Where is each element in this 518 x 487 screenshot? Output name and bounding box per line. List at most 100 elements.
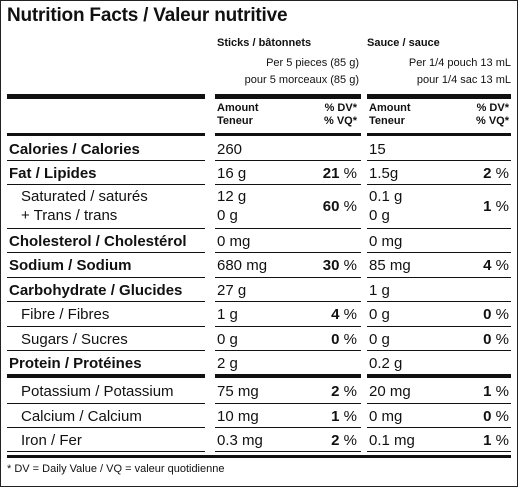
serving-sauce-fr: pour 1/4 sac 13 mL [416, 74, 511, 86]
row-rule-left [7, 403, 205, 404]
sauce-percent: 1 % [483, 383, 509, 400]
sticks-percent: 4 % [331, 306, 357, 323]
row-rule-sticks [215, 252, 361, 253]
percent-sign: % [495, 432, 509, 449]
sticks-percent-value: 21 [322, 165, 340, 182]
row-rule-left [7, 160, 205, 161]
sauce-percent-value: 4 [483, 257, 492, 274]
nutrient-label: Cholesterol / Cholestérol [9, 233, 187, 250]
footer-rule [7, 455, 511, 458]
nutrient-label: Carbohydrate / Glucides [9, 282, 183, 299]
percent-sign: % [343, 257, 357, 274]
sticks-percent: 1 % [331, 408, 357, 425]
nutrient-label: Fibre / Fibres [21, 306, 110, 323]
header-rule-sauce [367, 133, 511, 136]
sticks-percent-value: 1 [331, 408, 340, 425]
nutrient-label-secondary: + Trans / trans [21, 207, 118, 224]
row-rule-sauce [367, 374, 511, 378]
sauce-amount: 0.2 g [369, 355, 403, 372]
percent-sign: % [343, 432, 357, 449]
sauce-percent-value: 1 [483, 198, 492, 215]
sticks-amount: 0.3 mg [217, 432, 263, 449]
percent-sign: % [495, 383, 509, 400]
row-rule-left [7, 374, 205, 378]
sauce-percent: 1 % [483, 432, 509, 449]
row-rule-sticks [215, 374, 361, 378]
row-rule-sauce [367, 160, 511, 161]
row-rule-sauce [367, 451, 511, 452]
percent-sign: % [495, 198, 509, 215]
percent-sign: % [343, 306, 357, 323]
sauce-percent-value: 1 [483, 383, 492, 400]
nutrient-label: Calcium / Calcium [21, 408, 142, 425]
sticks-percent-value: 2 [331, 383, 340, 400]
row-rule-sticks [215, 160, 361, 161]
row-rule-sauce [367, 326, 511, 327]
sauce-amount: 0.1 g [369, 188, 403, 205]
label-title: Nutrition Facts / Valeur nutritive [7, 5, 288, 26]
nutrient-label: Potassium / Potassium [21, 383, 174, 400]
amount-header-sauce: Amount [369, 102, 411, 114]
dv-header-sticks: % DV* [324, 102, 357, 114]
row-rule-sauce [367, 184, 511, 185]
teneur-header-sticks: Teneur [217, 115, 253, 127]
vq-header-sticks: % VQ* [323, 115, 357, 127]
nutrient-label: Calories / Calories [9, 141, 140, 158]
nutrient-label: Sodium / Sodium [9, 257, 132, 274]
sticks-amount: 260 [217, 141, 243, 158]
row-rule-sauce [367, 350, 511, 351]
row-rule-sticks [215, 184, 361, 185]
row-rule-sauce [367, 228, 511, 229]
sticks-amount: 10 mg [217, 408, 259, 425]
nutrient-label: Saturated / saturés [21, 188, 148, 205]
sauce-percent: 4 % [483, 257, 509, 274]
nutrient-label: Fat / Lipides [9, 165, 97, 182]
sauce-amount: 85 mg [369, 257, 411, 274]
teneur-header-sauce: Teneur [369, 115, 405, 127]
percent-sign: % [343, 383, 357, 400]
serving-sticks-fr: pour 5 morceaux (85 g) [244, 74, 359, 86]
row-rule-left [7, 427, 205, 428]
sticks-percent: 30 % [323, 257, 357, 274]
row-rule-left [7, 252, 205, 253]
sauce-amount: 20 mg [369, 383, 411, 400]
thick-rule-sticks [215, 94, 361, 99]
percent-sign: % [495, 408, 509, 425]
sauce-amount: 15 [369, 141, 386, 158]
sticks-amount: 2 g [217, 355, 238, 372]
sauce-amount: 1.5g [369, 165, 399, 182]
sticks-amount: 1 g [217, 306, 238, 323]
sauce-amount-secondary: 0 g [369, 207, 390, 224]
column-title-sauce: Sauce / sauce [367, 37, 440, 49]
sticks-amount: 0 mg [217, 233, 251, 250]
sauce-amount: 0.1 mg [369, 432, 415, 449]
sticks-amount: 16 g [217, 165, 247, 182]
nutrient-label: Iron / Fer [21, 432, 82, 449]
sticks-percent-value: 0 [331, 331, 340, 348]
percent-sign: % [495, 331, 509, 348]
serving-sauce-en: Per 1/4 pouch 13 mL [408, 57, 511, 69]
sauce-percent-value: 0 [483, 306, 492, 323]
sticks-amount: 75 mg [217, 383, 259, 400]
thick-rule-sauce [367, 94, 511, 99]
row-rule-left [7, 301, 205, 302]
sauce-amount: 0 g [369, 306, 390, 323]
sauce-amount: 0 mg [369, 233, 403, 250]
row-rule-left [7, 277, 205, 278]
footnote: * DV = Daily Value / VQ = valeur quotidi… [7, 463, 225, 475]
sauce-amount: 0 g [369, 331, 390, 348]
serving-sticks-en: Per 5 pieces (85 g) [266, 57, 359, 69]
percent-sign: % [343, 198, 357, 215]
header-rule-left [7, 133, 205, 136]
sticks-amount-secondary: 0 g [217, 207, 238, 224]
sticks-percent: 60 % [323, 198, 357, 215]
sticks-amount: 680 mg [217, 257, 268, 274]
percent-sign: % [343, 165, 357, 182]
row-rule-sauce [367, 301, 511, 302]
sticks-amount: 12 g [217, 188, 247, 205]
sauce-percent: 0 % [483, 306, 509, 323]
sticks-percent: 2 % [331, 432, 357, 449]
sticks-percent-value: 4 [331, 306, 340, 323]
percent-sign: % [343, 331, 357, 348]
